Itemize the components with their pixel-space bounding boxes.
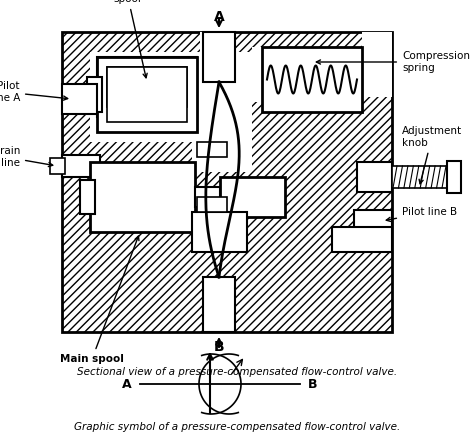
Bar xyxy=(80,180,95,214)
Bar xyxy=(252,47,362,102)
Bar xyxy=(392,166,447,188)
Text: A: A xyxy=(122,377,132,391)
Bar xyxy=(50,158,65,174)
Bar xyxy=(192,92,252,172)
Bar xyxy=(107,67,187,107)
Text: Graphic symbol of a pressure-compensated flow-control valve.: Graphic symbol of a pressure-compensated… xyxy=(74,422,400,432)
Text: Compensator
spool: Compensator spool xyxy=(92,0,162,78)
Bar xyxy=(332,227,392,252)
Bar xyxy=(62,155,100,177)
Bar xyxy=(192,212,247,252)
Text: A: A xyxy=(214,10,224,24)
Bar xyxy=(447,161,461,193)
Text: Compression
spring: Compression spring xyxy=(316,51,470,73)
Bar xyxy=(90,162,195,232)
Bar xyxy=(262,47,362,112)
Bar xyxy=(62,32,392,332)
Bar xyxy=(357,162,392,192)
Bar xyxy=(97,57,197,132)
Bar xyxy=(97,57,197,117)
Bar xyxy=(90,52,205,142)
Bar xyxy=(362,32,392,97)
Bar xyxy=(197,197,227,212)
Bar xyxy=(197,142,227,157)
Bar xyxy=(195,187,220,207)
Text: Adjustment
knob: Adjustment knob xyxy=(402,126,462,184)
Bar xyxy=(202,52,252,97)
Bar xyxy=(200,32,235,77)
Bar xyxy=(354,210,392,232)
Text: B: B xyxy=(308,377,318,391)
Text: Main spool: Main spool xyxy=(60,236,139,364)
Bar xyxy=(107,67,187,122)
Text: B: B xyxy=(214,340,224,354)
Bar xyxy=(87,77,102,112)
Text: Pilot line B: Pilot line B xyxy=(386,207,457,222)
Text: Sectional view of a pressure-compensated flow-control valve.: Sectional view of a pressure-compensated… xyxy=(77,367,397,377)
Text: Pilot
line A: Pilot line A xyxy=(0,81,68,103)
Text: Drain
line: Drain line xyxy=(0,146,53,168)
Bar xyxy=(220,177,285,217)
Bar xyxy=(127,102,167,117)
Bar xyxy=(62,84,97,114)
Bar xyxy=(203,277,235,332)
Bar xyxy=(203,32,235,82)
